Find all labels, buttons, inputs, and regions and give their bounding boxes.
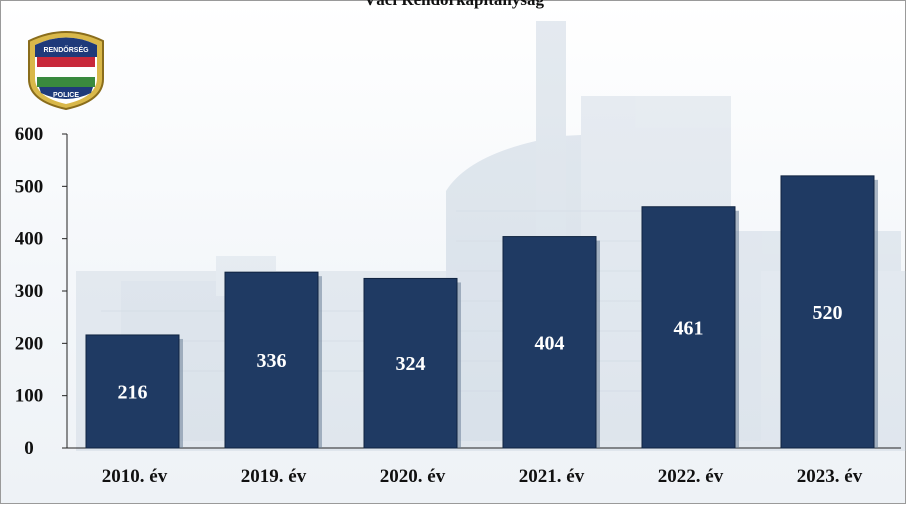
x-tick-label: 2020. év [380,466,446,487]
x-tick-label: 2019. év [241,466,307,487]
logo-bottom-text: POLICE [53,92,79,99]
y-tick-label: 400 [15,229,44,250]
data-label: 520 [813,302,843,324]
y-tick-label: 100 [15,386,44,407]
bar-2010 [85,334,180,449]
bar-2021 [502,236,597,449]
y-tick-label: 600 [15,124,44,145]
chart-title: Váci Rendőrkapitányság [1,0,906,10]
data-label: 216 [118,381,148,403]
y-tick-label: 300 [15,281,44,302]
police-logo: RENDŐRSÉG POLICE [28,31,104,111]
x-tick-label: 2022. év [658,466,724,487]
x-tick-label: 2023. év [797,466,863,487]
bars-group [85,175,878,449]
bar-2022 [641,206,736,449]
y-tick-label: 200 [15,333,44,354]
data-label: 404 [535,332,565,354]
x-tick-label: 2021. év [519,466,585,487]
data-label: 324 [396,353,426,375]
labels-group: 216 2010. év 336 2019. év 324 2020. év 404 2021… [102,302,863,487]
axes: 0 100 200 300 400 500 600 [15,124,901,459]
x-tick-label: 2010. év [102,466,168,487]
bar-2019 [224,271,319,449]
data-label: 336 [257,350,287,372]
data-label: 461 [674,317,704,339]
y-tick-label: 500 [15,176,44,197]
bar-2023 [780,175,875,449]
y-tick-label: 0 [24,438,34,459]
bar-2020 [363,277,458,449]
logo-top-text: RENDŐRSÉG [43,45,89,54]
